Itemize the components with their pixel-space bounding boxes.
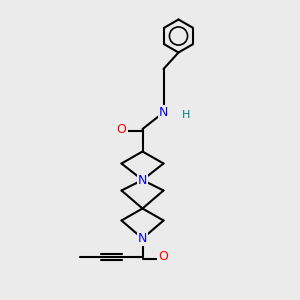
Text: N: N bbox=[138, 173, 147, 187]
Text: O: O bbox=[117, 122, 126, 136]
Text: O: O bbox=[159, 250, 168, 263]
Text: N: N bbox=[159, 106, 168, 119]
Text: N: N bbox=[138, 232, 147, 245]
Text: H: H bbox=[182, 110, 190, 120]
